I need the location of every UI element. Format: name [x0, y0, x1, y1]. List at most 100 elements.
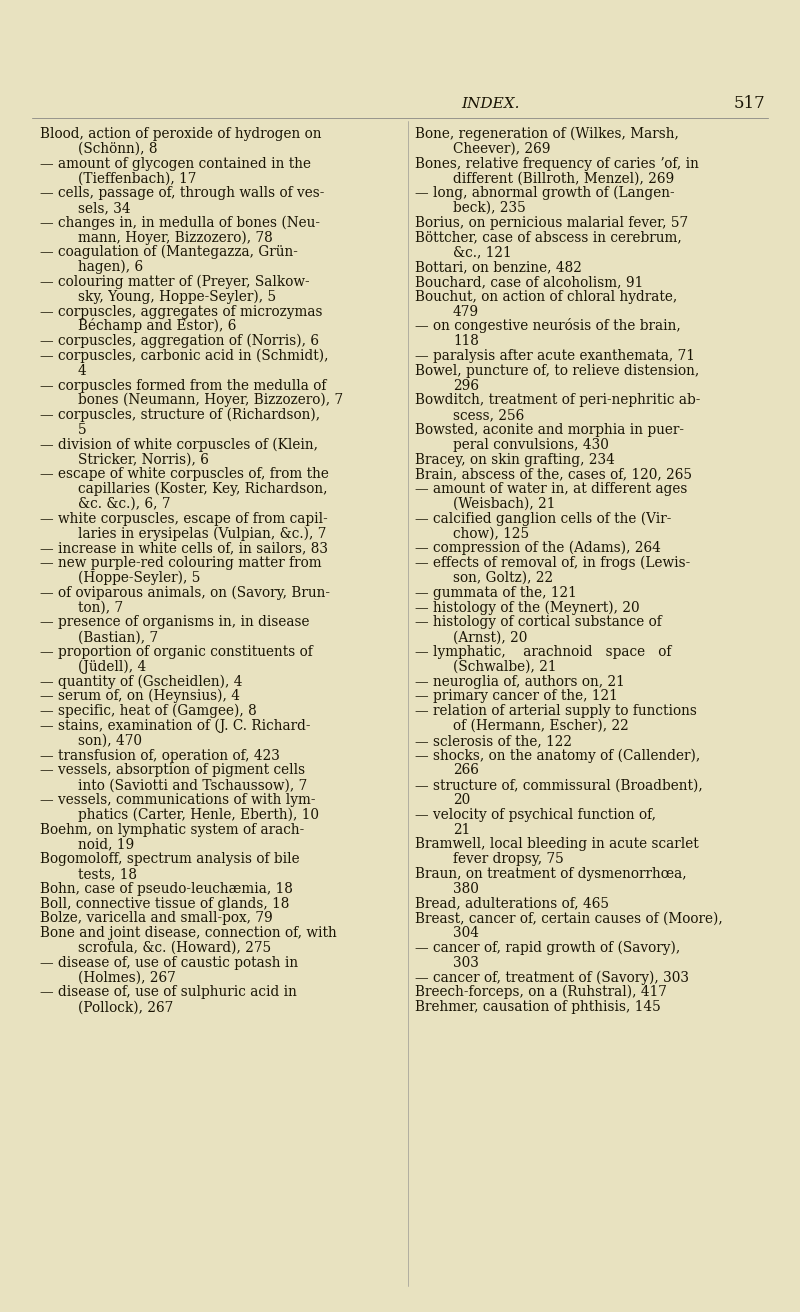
Text: 118: 118 — [453, 335, 479, 348]
Text: 479: 479 — [453, 304, 479, 319]
Text: — increase in white cells of, in sailors, 83: — increase in white cells of, in sailors… — [40, 542, 328, 555]
Text: (Pollock), 267: (Pollock), 267 — [78, 1000, 174, 1014]
Text: (Weisbach), 21: (Weisbach), 21 — [453, 497, 555, 510]
Text: hagen), 6: hagen), 6 — [78, 260, 143, 274]
Text: laries in erysipelas (Vulpian, &c.), 7: laries in erysipelas (Vulpian, &c.), 7 — [78, 526, 326, 541]
Text: sels, 34: sels, 34 — [78, 201, 130, 215]
Text: Bottari, on benzine, 482: Bottari, on benzine, 482 — [415, 260, 582, 274]
Text: — corpuscles, aggregation of (Norris), 6: — corpuscles, aggregation of (Norris), 6 — [40, 333, 319, 348]
Text: INDEX.: INDEX. — [461, 97, 519, 112]
Text: — of oviparous animals, on (Savory, Brun-: — of oviparous animals, on (Savory, Brun… — [40, 585, 330, 600]
Text: Bouchut, on action of chloral hydrate,: Bouchut, on action of chloral hydrate, — [415, 290, 678, 304]
Text: — neuroglia of, authors on, 21: — neuroglia of, authors on, 21 — [415, 674, 625, 689]
Text: (Holmes), 267: (Holmes), 267 — [78, 971, 176, 984]
Text: 303: 303 — [453, 956, 479, 970]
Text: mann, Hoyer, Bizzozero), 78: mann, Hoyer, Bizzozero), 78 — [78, 230, 273, 244]
Text: bones (Neumann, Hoyer, Bizzozero), 7: bones (Neumann, Hoyer, Bizzozero), 7 — [78, 394, 343, 408]
Text: (Jüdell), 4: (Jüdell), 4 — [78, 660, 146, 674]
Text: &c. &c.), 6, 7: &c. &c.), 6, 7 — [78, 497, 170, 510]
Text: Brain, abscess of the, cases of, 120, 265: Brain, abscess of the, cases of, 120, 26… — [415, 467, 692, 482]
Text: &c., 121: &c., 121 — [453, 245, 512, 260]
Text: — coagulation of (Mantegazza, Grün-: — coagulation of (Mantegazza, Grün- — [40, 245, 298, 260]
Text: Böttcher, case of abscess in cerebrum,: Böttcher, case of abscess in cerebrum, — [415, 231, 682, 244]
Text: Boehm, on lymphatic system of arach-: Boehm, on lymphatic system of arach- — [40, 823, 304, 837]
Text: — new purple-red colouring matter from: — new purple-red colouring matter from — [40, 556, 322, 571]
Text: — histology of the (Meynert), 20: — histology of the (Meynert), 20 — [415, 600, 640, 614]
Text: 5: 5 — [78, 422, 86, 437]
Text: — white corpuscles, escape of from capil-: — white corpuscles, escape of from capil… — [40, 512, 328, 526]
Text: — velocity of psychical function of,: — velocity of psychical function of, — [415, 808, 656, 821]
Text: Béchamp and Estor), 6: Béchamp and Estor), 6 — [78, 319, 236, 333]
Text: Bowel, puncture of, to relieve distension,: Bowel, puncture of, to relieve distensio… — [415, 363, 699, 378]
Text: scess, 256: scess, 256 — [453, 408, 524, 422]
Text: — specific, heat of (Gamgee), 8: — specific, heat of (Gamgee), 8 — [40, 703, 257, 718]
Text: peral convulsions, 430: peral convulsions, 430 — [453, 438, 609, 451]
Text: tests, 18: tests, 18 — [78, 867, 137, 880]
Text: — corpuscles, structure of (Richardson),: — corpuscles, structure of (Richardson), — [40, 408, 320, 422]
Text: — amount of glycogen contained in the: — amount of glycogen contained in the — [40, 156, 311, 171]
Text: 266: 266 — [453, 764, 479, 778]
Text: — disease of, use of sulphuric acid in: — disease of, use of sulphuric acid in — [40, 985, 297, 1000]
Text: 21: 21 — [453, 823, 470, 837]
Text: — histology of cortical substance of: — histology of cortical substance of — [415, 615, 662, 630]
Text: — quantity of (Gscheidlen), 4: — quantity of (Gscheidlen), 4 — [40, 674, 242, 689]
Text: Bone and joint disease, connection of, with: Bone and joint disease, connection of, w… — [40, 926, 337, 941]
Text: Bracey, on skin grafting, 234: Bracey, on skin grafting, 234 — [415, 453, 615, 467]
Text: Breech-forceps, on a (Ruhstral), 417: Breech-forceps, on a (Ruhstral), 417 — [415, 985, 667, 1000]
Text: Bread, adulterations of, 465: Bread, adulterations of, 465 — [415, 896, 609, 911]
Text: Bohn, case of pseudo-leuchæmia, 18: Bohn, case of pseudo-leuchæmia, 18 — [40, 882, 293, 896]
Text: 304: 304 — [453, 926, 479, 941]
Text: — calcified ganglion cells of the (Vir-: — calcified ganglion cells of the (Vir- — [415, 512, 671, 526]
Text: ton), 7: ton), 7 — [78, 601, 123, 614]
Text: 380: 380 — [453, 882, 479, 896]
Text: — primary cancer of the, 121: — primary cancer of the, 121 — [415, 689, 618, 703]
Text: 296: 296 — [453, 379, 479, 392]
Text: — effects of removal of, in frogs (Lewis-: — effects of removal of, in frogs (Lewis… — [415, 556, 690, 571]
Text: Bowditch, treatment of peri-nephritic ab-: Bowditch, treatment of peri-nephritic ab… — [415, 394, 700, 408]
Text: Braun, on treatment of dysmenorrhœa,: Braun, on treatment of dysmenorrhœa, — [415, 867, 686, 880]
Text: fever dropsy, 75: fever dropsy, 75 — [453, 853, 564, 866]
Text: — amount of water in, at different ages: — amount of water in, at different ages — [415, 483, 687, 496]
Text: 517: 517 — [734, 94, 765, 112]
Text: Breast, cancer of, certain causes of (Moore),: Breast, cancer of, certain causes of (Mo… — [415, 912, 722, 925]
Text: Bowsted, aconite and morphia in puer-: Bowsted, aconite and morphia in puer- — [415, 422, 684, 437]
Text: Brehmer, causation of phthisis, 145: Brehmer, causation of phthisis, 145 — [415, 1000, 661, 1014]
Text: (Bastian), 7: (Bastian), 7 — [78, 630, 158, 644]
Text: — paralysis after acute exanthemata, 71: — paralysis after acute exanthemata, 71 — [415, 349, 695, 363]
Text: of (Hermann, Escher), 22: of (Hermann, Escher), 22 — [453, 719, 629, 733]
Text: — escape of white corpuscles of, from the: — escape of white corpuscles of, from th… — [40, 467, 329, 482]
Text: — disease of, use of caustic potash in: — disease of, use of caustic potash in — [40, 956, 298, 970]
Text: — changes in, in medulla of bones (Neu-: — changes in, in medulla of bones (Neu- — [40, 215, 320, 230]
Text: chow), 125: chow), 125 — [453, 526, 529, 541]
Text: son, Goltz), 22: son, Goltz), 22 — [453, 571, 553, 585]
Text: Blood, action of peroxide of hydrogen on: Blood, action of peroxide of hydrogen on — [40, 127, 322, 140]
Text: — corpuscles formed from the medulla of: — corpuscles formed from the medulla of — [40, 379, 326, 392]
Text: (Schönn), 8: (Schönn), 8 — [78, 142, 158, 156]
Text: — lymphatic,    arachnoid   space   of: — lymphatic, arachnoid space of — [415, 646, 671, 659]
Text: different (Billroth, Menzel), 269: different (Billroth, Menzel), 269 — [453, 172, 674, 185]
Text: — compression of the (Adams), 264: — compression of the (Adams), 264 — [415, 541, 661, 555]
Text: (Arnst), 20: (Arnst), 20 — [453, 630, 527, 644]
Text: (Schwalbe), 21: (Schwalbe), 21 — [453, 660, 557, 674]
Text: Bones, relative frequency of caries ʼof, in: Bones, relative frequency of caries ʼof,… — [415, 156, 699, 171]
Text: — transfusion of, operation of, 423: — transfusion of, operation of, 423 — [40, 749, 280, 762]
Text: — cancer of, rapid growth of (Savory),: — cancer of, rapid growth of (Savory), — [415, 941, 680, 955]
Text: (Tieffenbach), 17: (Tieffenbach), 17 — [78, 172, 196, 185]
Text: — presence of organisms in, in disease: — presence of organisms in, in disease — [40, 615, 310, 630]
Text: Bone, regeneration of (Wilkes, Marsh,: Bone, regeneration of (Wilkes, Marsh, — [415, 127, 679, 140]
Text: — stains, examination of (J. C. Richard-: — stains, examination of (J. C. Richard- — [40, 719, 310, 733]
Text: — cancer of, treatment of (Savory), 303: — cancer of, treatment of (Savory), 303 — [415, 970, 689, 984]
Text: — sclerosis of the, 122: — sclerosis of the, 122 — [415, 733, 572, 748]
Text: Bogomoloff, spectrum analysis of bile: Bogomoloff, spectrum analysis of bile — [40, 853, 300, 866]
Text: — structure of, commissural (Broadbent),: — structure of, commissural (Broadbent), — [415, 778, 702, 792]
Text: Bouchard, case of alcoholism, 91: Bouchard, case of alcoholism, 91 — [415, 276, 643, 289]
Text: — serum of, on (Heynsius), 4: — serum of, on (Heynsius), 4 — [40, 689, 240, 703]
Text: — division of white corpuscles of (Klein,: — division of white corpuscles of (Klein… — [40, 437, 318, 451]
Text: — gummata of the, 121: — gummata of the, 121 — [415, 585, 577, 600]
Text: — colouring matter of (Preyer, Salkow-: — colouring matter of (Preyer, Salkow- — [40, 274, 310, 289]
Text: scrofula, &c. (Howard), 275: scrofula, &c. (Howard), 275 — [78, 941, 271, 955]
Text: son), 470: son), 470 — [78, 733, 142, 748]
Text: — corpuscles, aggregates of microzymas: — corpuscles, aggregates of microzymas — [40, 304, 322, 319]
Text: Stricker, Norris), 6: Stricker, Norris), 6 — [78, 453, 209, 467]
Text: Cheever), 269: Cheever), 269 — [453, 142, 550, 156]
